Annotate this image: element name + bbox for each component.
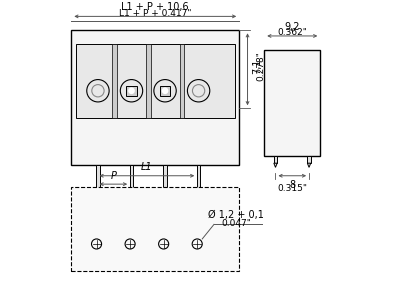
Bar [130,165,133,190]
Bar [112,44,117,118]
Polygon shape [197,190,200,195]
Text: 0.047": 0.047" [222,219,251,228]
Bar [163,165,167,190]
Text: 8: 8 [289,180,295,190]
Text: Ø 1,2 + 0,1: Ø 1,2 + 0,1 [208,210,264,220]
Bar [160,86,170,96]
Bar [146,44,150,118]
Bar [307,156,311,163]
Bar [96,165,100,190]
Polygon shape [130,190,133,195]
Bar [76,44,235,118]
Text: 7,1: 7,1 [252,59,262,74]
Circle shape [128,87,135,94]
Bar [197,165,200,190]
Bar [71,187,239,271]
Bar [264,50,320,156]
Text: 9,2: 9,2 [284,22,300,32]
Bar [71,30,239,165]
Text: 0.362": 0.362" [277,28,307,37]
Bar [180,44,184,118]
Polygon shape [96,190,100,195]
Text: P: P [110,171,116,180]
Bar [274,156,277,163]
Text: 0.315": 0.315" [277,184,307,193]
Polygon shape [274,163,277,167]
Polygon shape [307,163,311,167]
Bar [126,86,136,96]
Text: L1 + P + 10,6: L1 + P + 10,6 [122,2,189,12]
Text: L1: L1 [141,162,153,171]
Text: 0.278": 0.278" [256,52,266,81]
Text: L1 + P + 0.417": L1 + P + 0.417" [119,9,192,18]
Polygon shape [163,190,167,195]
Circle shape [162,87,168,94]
